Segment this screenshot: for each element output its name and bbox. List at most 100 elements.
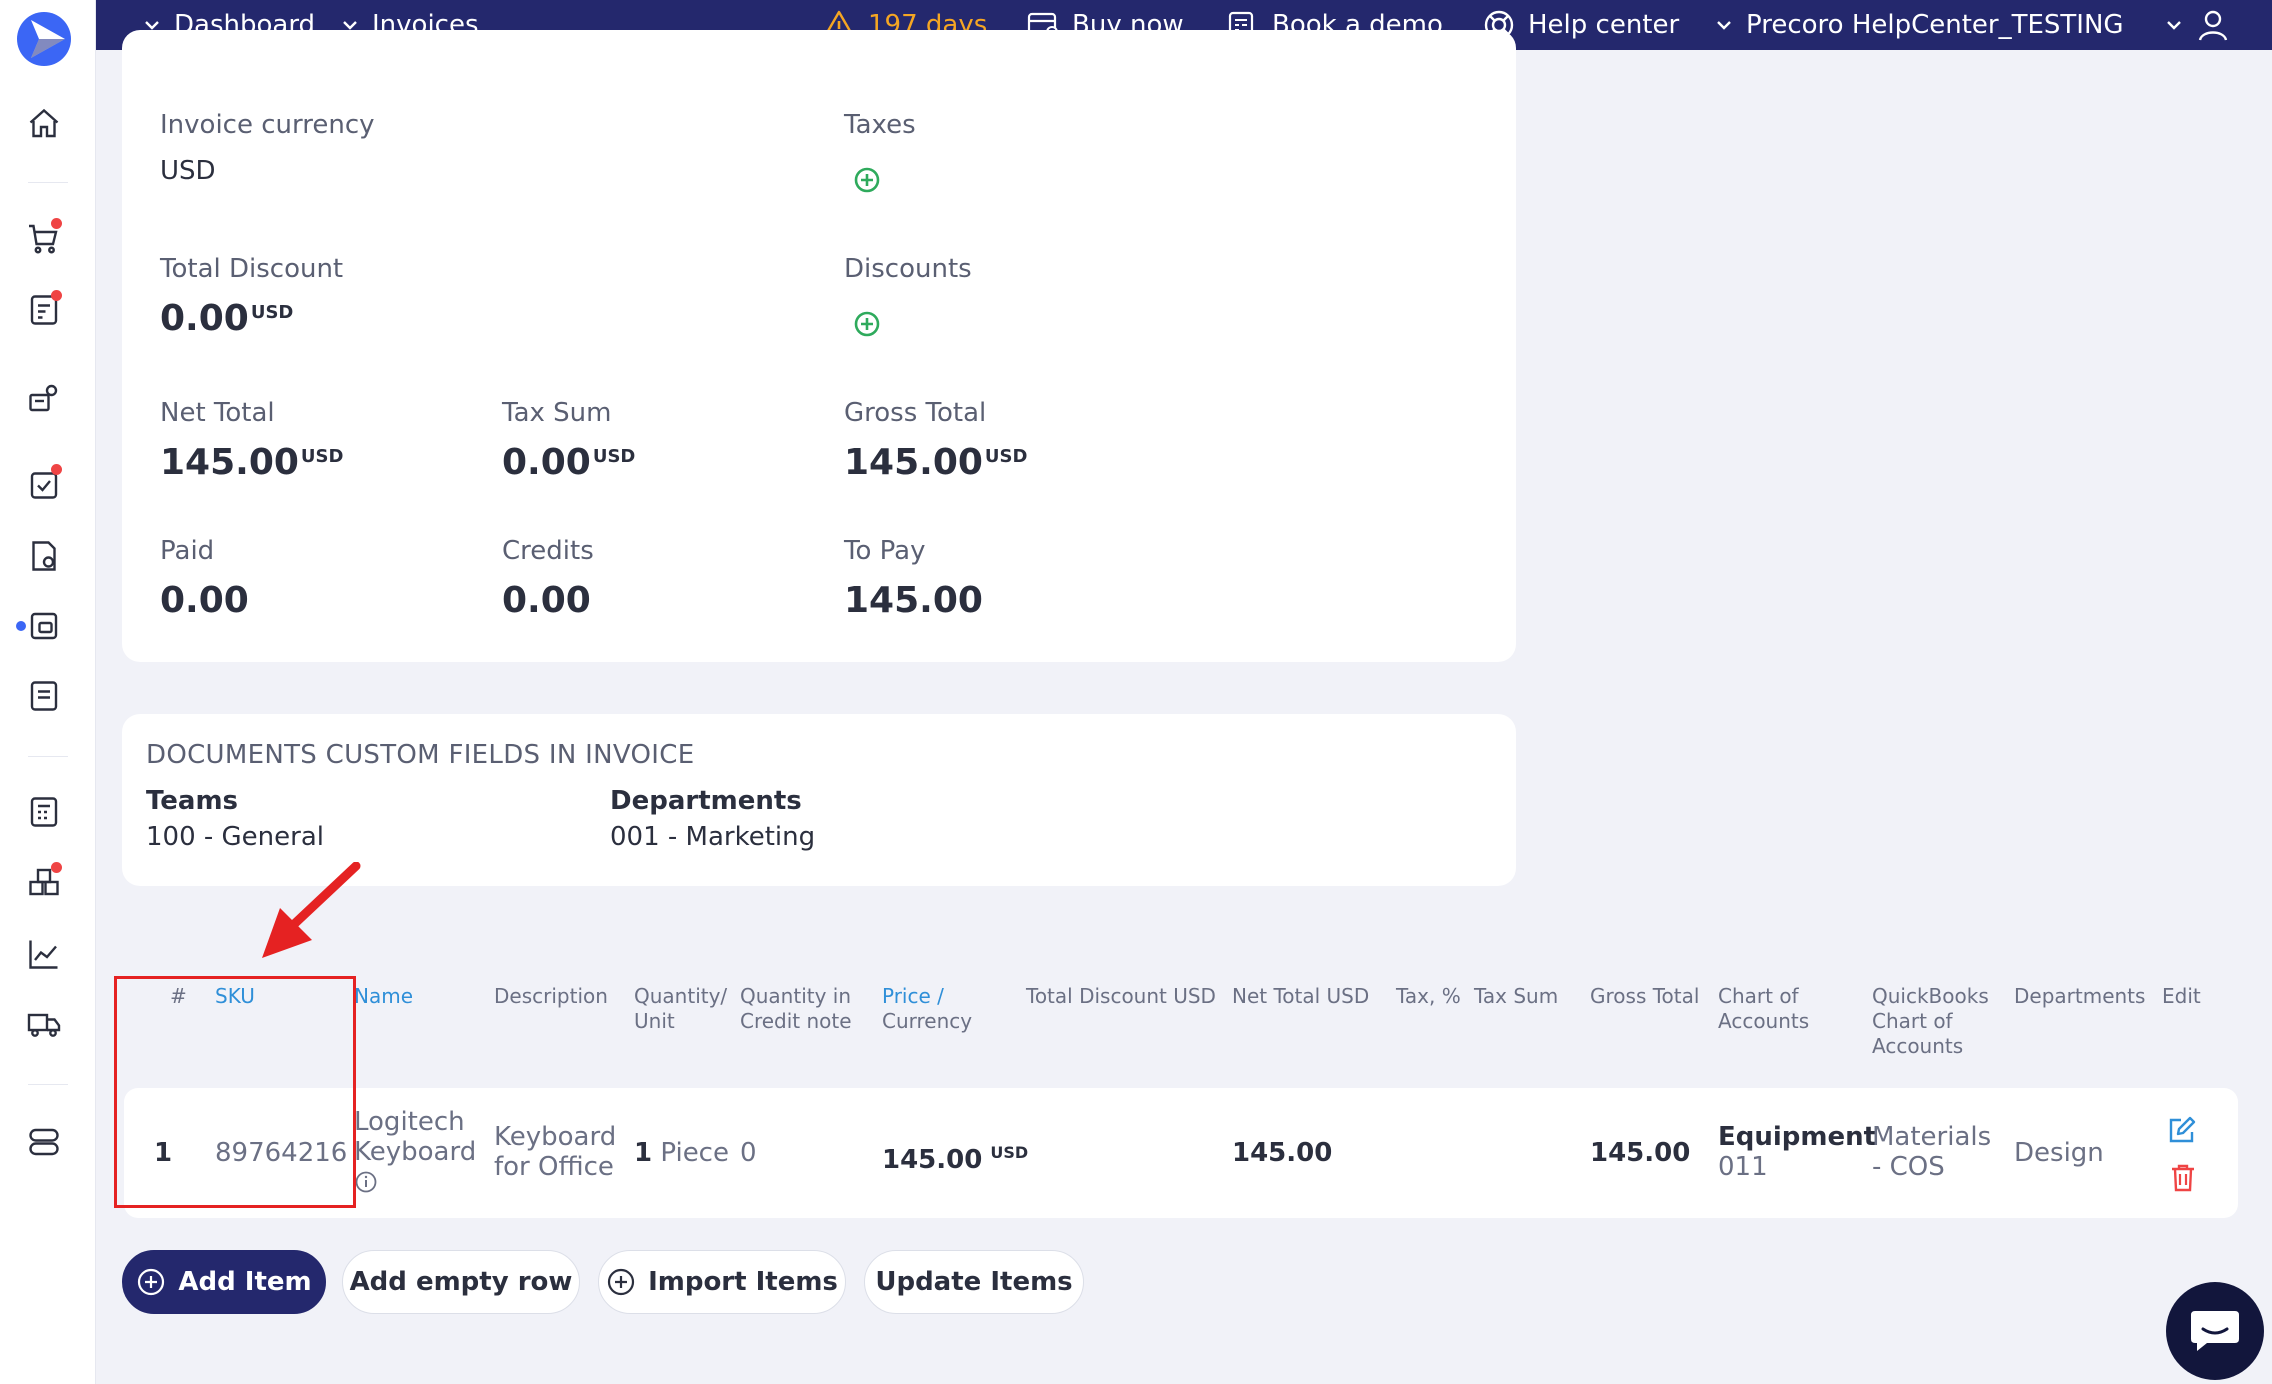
notification-dot bbox=[51, 464, 62, 475]
column-header-chart-of-accounts: Chart of Accounts bbox=[1718, 984, 1810, 1033]
add-empty-row-button[interactable]: Add empty row bbox=[342, 1250, 580, 1314]
custom-fields-title: DOCUMENTS CUSTOM FIELDS IN INVOICE bbox=[146, 740, 695, 770]
to-pay-label: To Pay bbox=[844, 536, 926, 566]
edit-icon[interactable] bbox=[2166, 1114, 2198, 1146]
lifebuoy-icon bbox=[1484, 10, 1514, 40]
add-tax-icon[interactable] bbox=[852, 165, 882, 195]
user-menu[interactable] bbox=[2164, 0, 2230, 50]
departments-label: Departments bbox=[610, 786, 802, 816]
row-gross-total: 145.00 bbox=[1590, 1138, 1691, 1168]
import-items-button[interactable]: Import Items bbox=[598, 1250, 846, 1314]
help-center-link[interactable]: Help center bbox=[1482, 0, 1679, 50]
sidebar-item-approvals[interactable] bbox=[22, 462, 66, 506]
column-header-description: Description bbox=[494, 984, 608, 1008]
import-items-label: Import Items bbox=[648, 1267, 838, 1297]
row-price: 145.00 USD bbox=[882, 1143, 1029, 1175]
discounts-label: Discounts bbox=[844, 254, 972, 284]
sidebar-item-delivery[interactable] bbox=[22, 1002, 66, 1046]
sidebar-item-purchase[interactable] bbox=[22, 216, 66, 260]
column-header-sku[interactable]: SKU bbox=[215, 984, 255, 1008]
invoice-currency-value: USD bbox=[160, 156, 216, 186]
table-row: 1 89764216 Logitech Keyboard Keyboard for … bbox=[124, 1088, 2238, 1218]
row-quickbooks-chart: Materials - COS bbox=[1872, 1122, 1992, 1182]
column-header-edit: Edit bbox=[2162, 984, 2201, 1008]
gross-total-label: Gross Total bbox=[844, 398, 987, 428]
paid-value: 0.00 bbox=[160, 580, 249, 621]
sidebar-item-warehouse[interactable] bbox=[22, 790, 66, 834]
add-discount-icon[interactable] bbox=[852, 309, 882, 339]
column-header-quantity-credit-note: Quantity in Credit note bbox=[740, 984, 852, 1033]
column-header-quickbooks-chart: QuickBooks Chart of Accounts bbox=[1872, 984, 1989, 1058]
plus-circle-icon bbox=[138, 1268, 165, 1296]
active-indicator bbox=[16, 621, 26, 631]
net-total-value: 145.00 USD bbox=[160, 442, 344, 483]
row-net-total: 145.00 bbox=[1232, 1138, 1333, 1168]
column-header-total-discount: Total Discount USD bbox=[1026, 984, 1216, 1008]
sidebar-item-receipts[interactable] bbox=[22, 534, 66, 578]
sidebar-item-analytics[interactable] bbox=[22, 932, 66, 976]
sidebar-divider bbox=[28, 182, 68, 183]
precoro-logo[interactable] bbox=[17, 12, 71, 66]
notification-dot bbox=[51, 290, 62, 301]
sidebar bbox=[0, 0, 96, 1384]
column-header-price-currency[interactable]: Price / Currency bbox=[882, 984, 973, 1033]
invoice-currency-label: Invoice currency bbox=[160, 110, 375, 140]
column-header-gross-total: Gross Total bbox=[1590, 984, 1700, 1008]
paid-label: Paid bbox=[160, 536, 215, 566]
teams-value: 100 - General bbox=[146, 822, 325, 852]
tax-sum-label: Tax Sum bbox=[502, 398, 612, 428]
chevron-down-icon bbox=[145, 21, 159, 30]
custom-fields-card: DOCUMENTS CUSTOM FIELDS IN INVOICE Teams… bbox=[122, 714, 1516, 886]
info-icon[interactable] bbox=[354, 1170, 378, 1194]
row-qty-credit-note: 0 bbox=[740, 1138, 757, 1168]
update-items-label: Update Items bbox=[875, 1267, 1073, 1297]
row-quantity-unit: 1 Piece bbox=[634, 1138, 729, 1168]
column-header-name[interactable]: Name bbox=[354, 984, 414, 1008]
sidebar-divider bbox=[28, 1084, 68, 1085]
update-items-button[interactable]: Update Items bbox=[864, 1250, 1084, 1314]
sidebar-item-budgets[interactable] bbox=[22, 674, 66, 718]
add-item-label: Add Item bbox=[178, 1267, 312, 1297]
row-sku: 89764216 bbox=[215, 1138, 348, 1168]
net-total-label: Net Total bbox=[160, 398, 275, 428]
boxes-icon bbox=[29, 868, 59, 896]
sidebar-item-inventory[interactable] bbox=[22, 860, 66, 904]
help-center-label: Help center bbox=[1528, 10, 1680, 40]
column-header-net-total: Net Total USD bbox=[1232, 984, 1370, 1008]
budget-icon bbox=[30, 681, 58, 711]
toggle-icon bbox=[29, 1128, 59, 1156]
chat-widget-button[interactable] bbox=[2166, 1282, 2264, 1380]
column-header-departments: Departments bbox=[2014, 984, 2146, 1008]
chat-bubble-icon bbox=[2191, 1311, 2239, 1351]
request-icon bbox=[30, 295, 58, 325]
company-name: Precoro HelpCenter_TESTING bbox=[1746, 10, 2124, 40]
credits-label: Credits bbox=[502, 536, 594, 566]
truck-icon bbox=[27, 1013, 61, 1037]
sidebar-item-settings[interactable] bbox=[22, 1120, 66, 1164]
sidebar-item-invoices[interactable] bbox=[16, 604, 66, 648]
row-description: Keyboard for Office bbox=[494, 1122, 617, 1182]
supplier-icon bbox=[29, 384, 58, 412]
row-number: 1 bbox=[154, 1138, 173, 1168]
departments-value: 001 - Marketing bbox=[610, 822, 816, 852]
column-header-quantity-unit: Quantity/Unit bbox=[634, 984, 728, 1033]
company-switcher[interactable]: Precoro HelpCenter_TESTING bbox=[1714, 0, 2124, 50]
trash-icon[interactable] bbox=[2168, 1162, 2198, 1194]
receipt-icon bbox=[32, 541, 56, 571]
sidebar-item-home[interactable] bbox=[22, 102, 66, 146]
add-item-button[interactable]: Add Item bbox=[122, 1250, 326, 1314]
taxes-label: Taxes bbox=[844, 110, 916, 140]
sidebar-item-requests[interactable] bbox=[22, 288, 66, 332]
tax-sum-value: 0.00 USD bbox=[502, 442, 636, 483]
total-discount-value: 0.00 USD bbox=[160, 298, 294, 339]
chevron-down-icon bbox=[1717, 21, 1731, 30]
invoice-icon bbox=[30, 612, 58, 640]
sidebar-divider bbox=[28, 756, 68, 757]
sidebar-item-suppliers[interactable] bbox=[22, 376, 66, 420]
chevron-down-icon bbox=[343, 21, 357, 30]
annotation-arrow-icon bbox=[262, 862, 361, 958]
row-item-name[interactable]: Logitech Keyboard bbox=[354, 1107, 477, 1167]
chart-icon bbox=[29, 940, 58, 969]
invoice-summary-card: Invoice currency USD Taxes Total Discoun… bbox=[122, 30, 1516, 662]
notification-dot bbox=[51, 862, 62, 873]
